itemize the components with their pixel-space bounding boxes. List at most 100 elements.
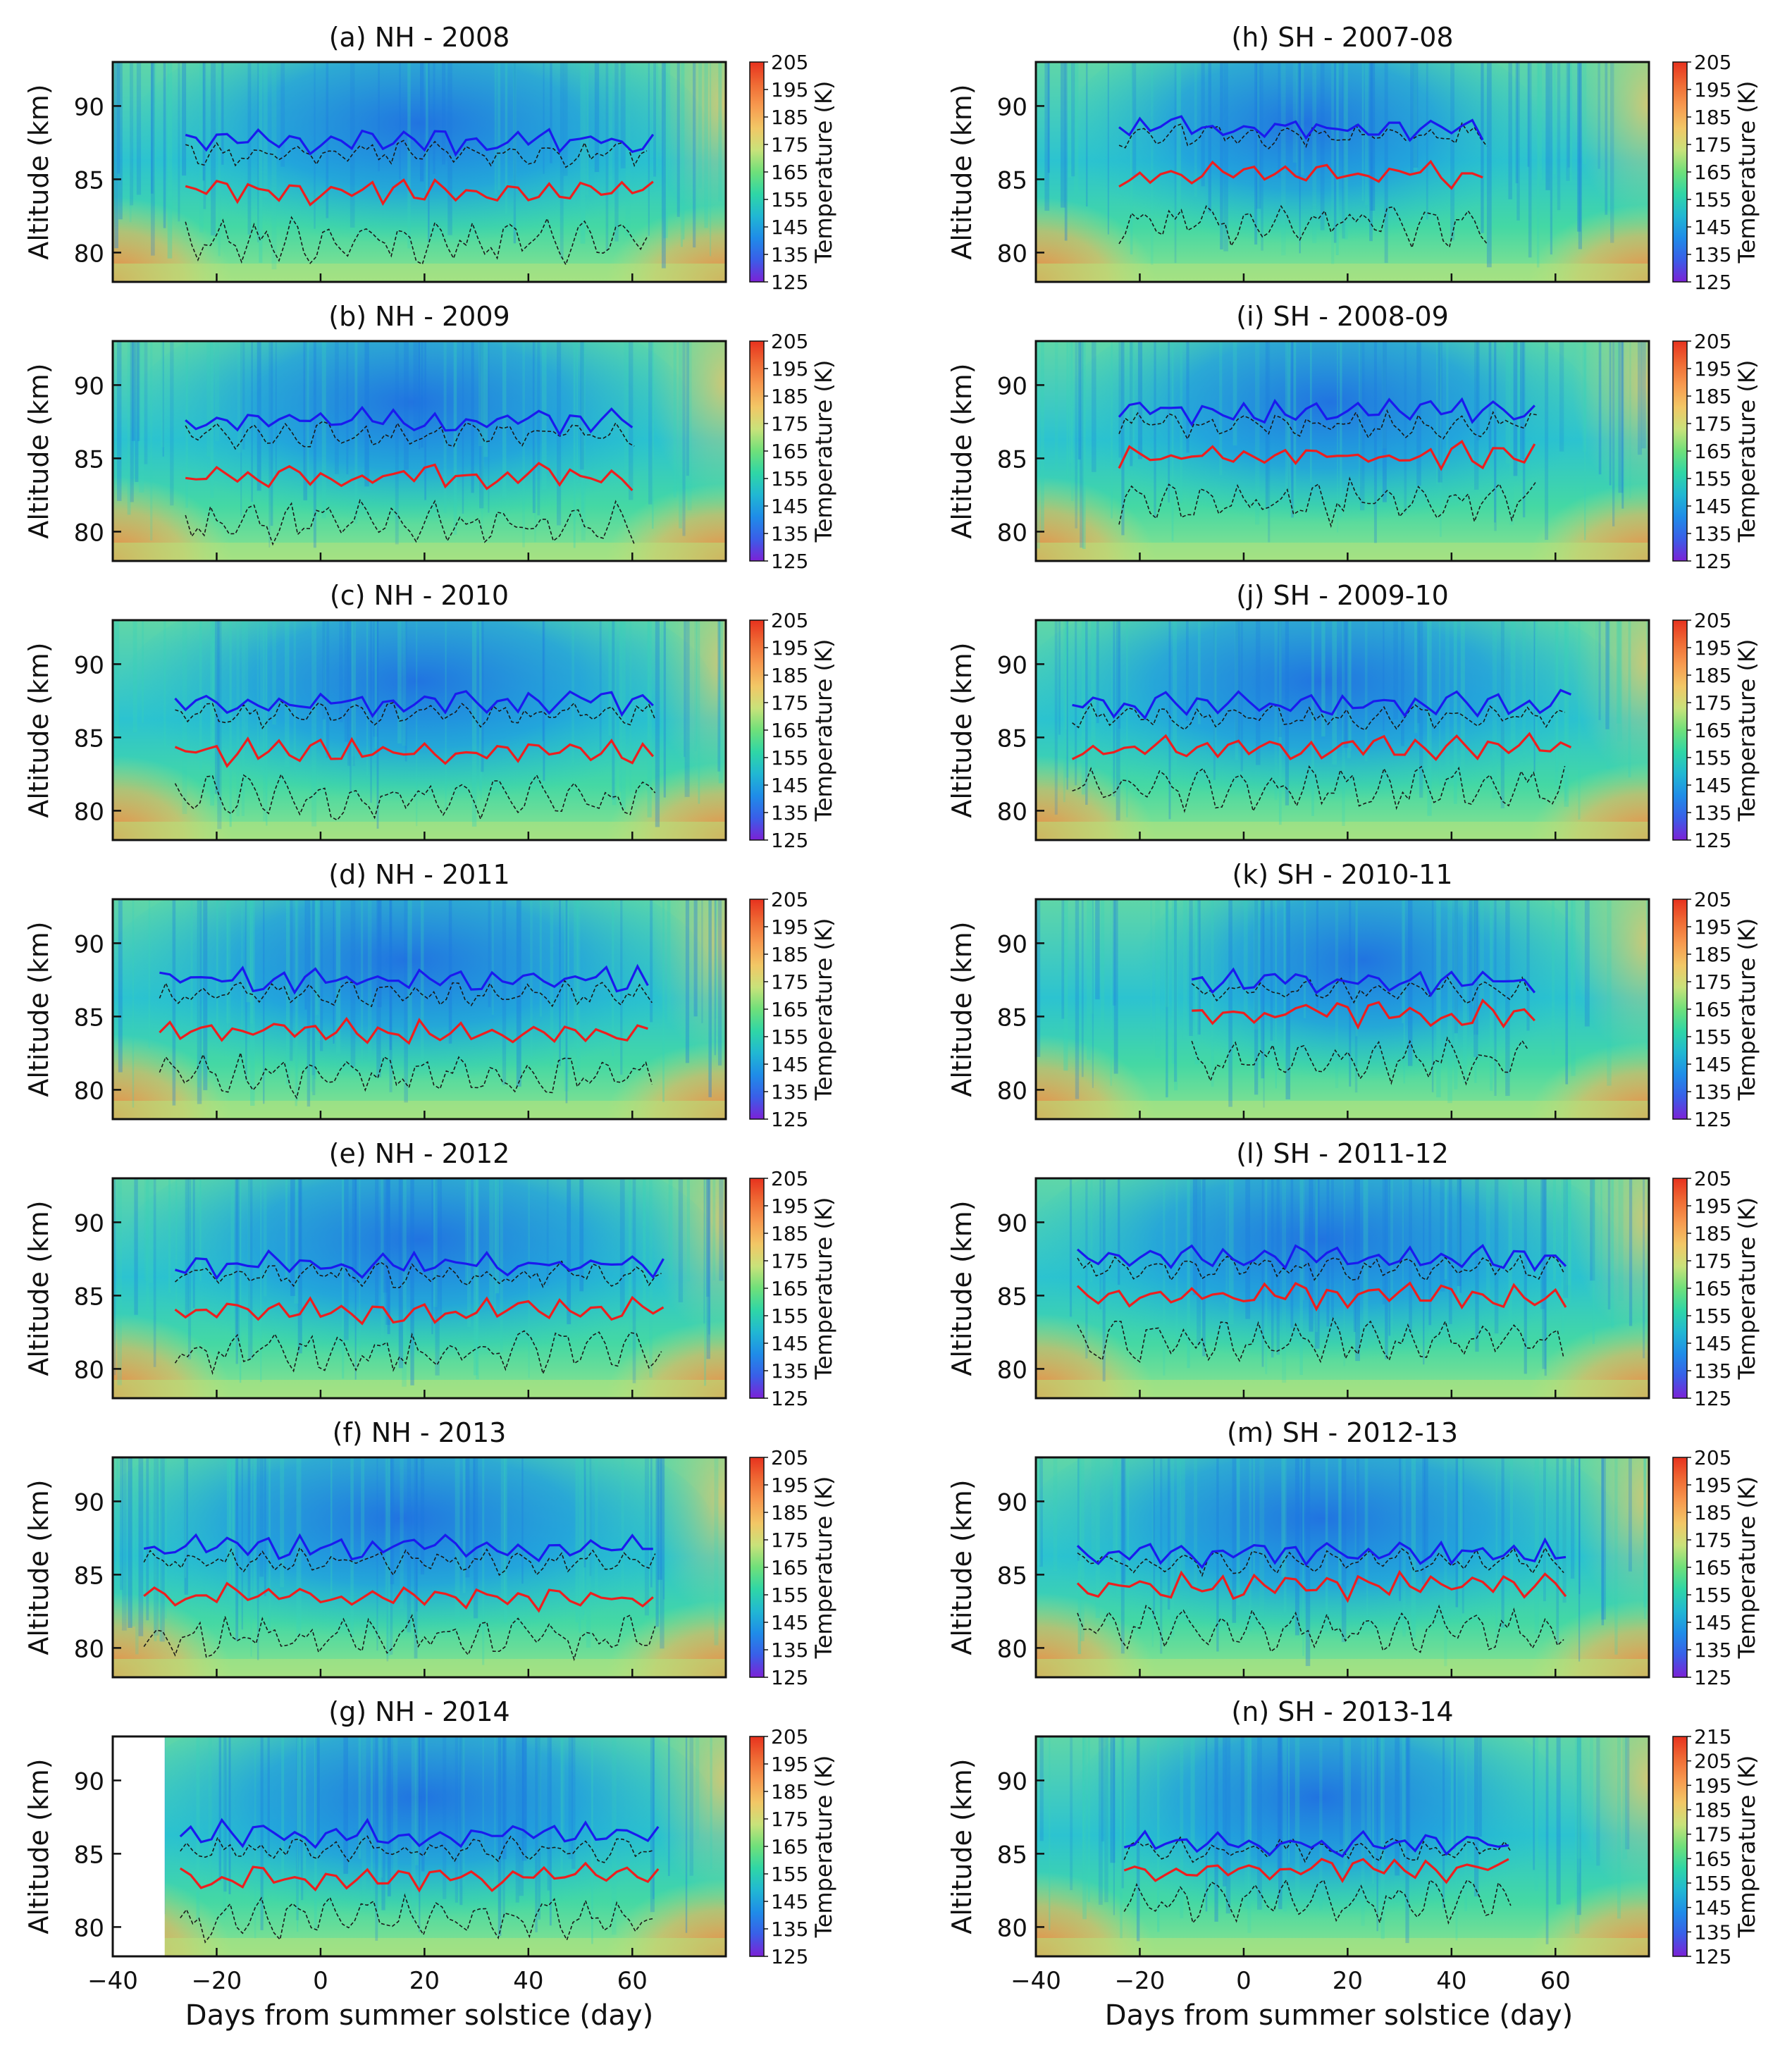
heatmap-streak	[1116, 620, 1120, 821]
heatmap-streak	[1201, 62, 1205, 187]
heatmap-streak	[1516, 62, 1520, 221]
heatmap-streak	[1366, 1457, 1368, 1622]
heatmap-streak	[1569, 62, 1572, 183]
heatmap-streak	[263, 1178, 267, 1297]
heatmap-streak	[1168, 341, 1170, 503]
colorbar-tick-label: 215	[1694, 1725, 1731, 1748]
heatmap-streak	[1080, 341, 1084, 548]
panel-b: (b) NH - 2009 80 85 90 Altitude (km) 125 135 14…	[23, 301, 837, 573]
heatmap-streak	[1527, 62, 1530, 167]
heatmap-streak	[197, 899, 200, 1087]
colorbar-tick-label: 195	[771, 915, 808, 939]
heatmap-streak	[1438, 620, 1441, 786]
heatmap-streak	[260, 620, 265, 775]
colorbar-tick-label: 125	[1694, 1387, 1731, 1410]
heatmap-streak	[614, 62, 619, 242]
heatmap-streak	[417, 1736, 420, 1847]
heatmap-streak	[377, 899, 382, 1008]
heatmap-field	[1036, 899, 1649, 1119]
warm-region-left	[1036, 1593, 1156, 1677]
heatmap-streak	[682, 62, 685, 240]
colorbar-label: Temperature (K)	[810, 1755, 837, 1939]
colorbar-tick-label: 125	[771, 1108, 808, 1131]
warm-region-left	[1036, 476, 1156, 561]
heatmap-streak	[185, 341, 188, 508]
heatmap-streak	[1486, 62, 1492, 268]
heatmap-streak	[1309, 341, 1312, 482]
heatmap-streak	[407, 899, 412, 1042]
colorbar-tick-label: 205	[1694, 1167, 1731, 1190]
heatmap-streak	[565, 899, 568, 1104]
heatmap-streak	[1598, 62, 1600, 169]
heatmap-streak	[268, 341, 271, 548]
colorbar-tick-label: 135	[1694, 522, 1731, 545]
heatmap-streak	[667, 1736, 670, 1877]
heatmap-streak	[1053, 1457, 1058, 1572]
heatmap-streak	[1069, 1178, 1073, 1317]
heatmap-streak	[117, 62, 121, 174]
colorbar-tick-label: 195	[771, 1195, 808, 1218]
heatmap-streak	[285, 620, 290, 768]
colorbar-tick-label: 165	[771, 440, 808, 463]
heatmap-streak	[1066, 620, 1068, 790]
heatmap-streak	[259, 1457, 264, 1577]
colorbar-tick-label: 175	[1694, 1823, 1731, 1846]
panel-title: (e) NH - 2012	[329, 1138, 510, 1169]
y-tick-label: 85	[74, 166, 104, 195]
heatmap-streak	[1459, 1178, 1462, 1293]
red-altitude-line	[185, 178, 654, 206]
heatmap-streak	[152, 62, 156, 206]
heatmap-streak	[389, 899, 392, 1050]
heatmap-streak	[462, 341, 464, 514]
heatmap-streak	[435, 1178, 440, 1376]
heatmap-streak	[199, 620, 202, 770]
warm-region-left	[1036, 197, 1156, 282]
heatmap-streak	[389, 899, 393, 1092]
heatmap-streak	[1382, 341, 1387, 449]
heatmap-streak	[1442, 1736, 1445, 1908]
heatmap-streak	[144, 341, 148, 464]
heatmap-streak	[564, 899, 569, 1092]
colorbar-tick-label: 175	[1694, 691, 1731, 715]
heatmap-streak	[1440, 341, 1442, 537]
heatmap-streak	[1355, 1178, 1360, 1362]
heatmap-streak	[421, 1736, 425, 1872]
upper-envelope-line	[1077, 1546, 1564, 1577]
heatmap-streak	[1180, 1457, 1185, 1580]
heatmap-streak	[1462, 1457, 1464, 1614]
heatmap-streak	[629, 341, 634, 500]
heatmap-field	[113, 1178, 726, 1398]
heatmap-streak	[1082, 1736, 1087, 1920]
heatmap-streak	[130, 1457, 135, 1627]
heatmap-streak	[118, 899, 123, 1073]
red-altitude-line	[179, 1861, 660, 1893]
heatmap-streak	[229, 1457, 233, 1632]
heatmap-streak	[1319, 1736, 1323, 1911]
heatmap-streak	[1617, 1736, 1621, 1919]
heatmap-streak	[321, 341, 326, 519]
heatmap-streak	[1300, 62, 1304, 175]
heatmap-streak	[1353, 1178, 1357, 1332]
heatmap-streak	[673, 341, 677, 498]
heatmap-streak	[1174, 899, 1178, 1091]
heatmap-streak	[299, 1178, 302, 1278]
colorbar	[749, 1457, 765, 1678]
y-axis-label: Altitude (km)	[23, 1479, 54, 1655]
heatmap-streak	[378, 62, 380, 172]
heatmap-streak	[519, 1736, 524, 1896]
y-axis-label: Altitude (km)	[946, 1479, 977, 1655]
heatmap-streak	[1598, 341, 1602, 475]
y-tick-label: 85	[74, 1562, 104, 1590]
heatmap-streak	[1595, 620, 1598, 722]
heatmap-streak	[1299, 1178, 1303, 1375]
heatmap-streak	[139, 341, 144, 493]
warm-region-left	[113, 1314, 233, 1398]
heatmap-streak	[1173, 899, 1178, 1082]
colorbar-tick-label: 185	[1694, 943, 1731, 966]
heatmap-streak	[1453, 1736, 1457, 1849]
blue-altitude-line	[1072, 689, 1572, 720]
colorbar-tick-label: 145	[1694, 216, 1731, 239]
blue-altitude-line	[1118, 115, 1484, 142]
heatmap-streak	[1571, 899, 1576, 1076]
panel-m: (m) SH - 2012-13 80 85 90 Altitude (km) 125 13…	[946, 1417, 1760, 1689]
